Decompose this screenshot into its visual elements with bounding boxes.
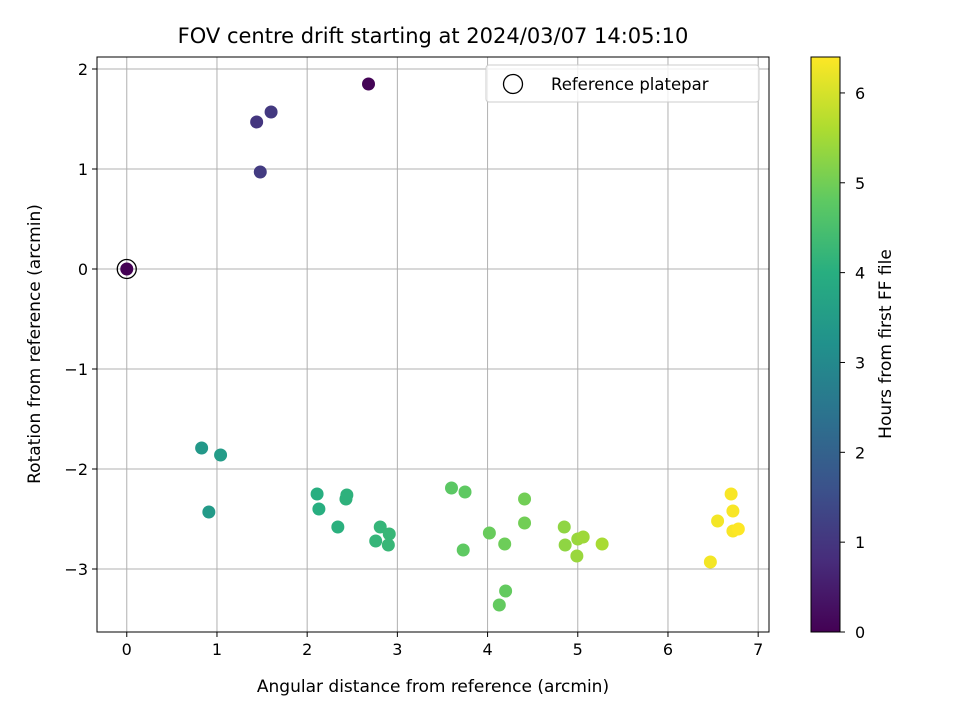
colorbar-tick-label: 2 [855, 443, 865, 462]
colorbar-ticks: 0 1 2 3 4 5 6 [840, 84, 865, 642]
x-tick-label: 1 [212, 640, 222, 659]
x-tick-label: 5 [573, 640, 583, 659]
scatter-point [492, 598, 506, 612]
scatter-point [214, 448, 228, 462]
colorbar-label: Hours from first FF file [876, 249, 896, 439]
y-axis-ticks: −3 −2 −1 0 1 2 [64, 60, 97, 579]
scatter-point [711, 514, 725, 528]
scatter-point [703, 555, 717, 569]
scatter-point [726, 504, 740, 518]
scatter-point [331, 520, 345, 534]
y-axis-label: Rotation from reference (arcmin) [25, 204, 45, 484]
x-tick-label: 2 [302, 640, 312, 659]
scatter-point [264, 105, 278, 119]
scatter-point [195, 441, 209, 455]
x-tick-label: 3 [392, 640, 402, 659]
scatter-point [498, 537, 512, 551]
colorbar-tick-label: 6 [855, 84, 865, 103]
scatter-point [202, 505, 216, 519]
scatter-point [595, 537, 609, 551]
scatter-point [253, 165, 267, 179]
scatter-point [558, 538, 572, 552]
x-tick-label: 7 [753, 640, 763, 659]
y-tick-label: −3 [64, 560, 88, 579]
legend-marker-reference-platepar [502, 73, 524, 95]
x-tick-label: 4 [482, 640, 492, 659]
data-points [116, 77, 745, 612]
legend-label-reference-platepar: Reference platepar [551, 75, 709, 94]
y-tick-label: 2 [78, 60, 88, 79]
scatter-point [482, 526, 496, 540]
chart-title: FOV centre drift starting at 2024/03/07 … [178, 24, 689, 48]
scatter-point [576, 530, 590, 544]
scatter-point [499, 584, 513, 598]
scatter-point [557, 520, 571, 534]
x-axis-label: Angular distance from reference (arcmin) [257, 677, 609, 697]
colorbar-tick-label: 1 [855, 533, 865, 552]
scatter-point [381, 538, 395, 552]
y-tick-label: −2 [64, 460, 88, 479]
x-tick-label: 6 [663, 640, 673, 659]
colorbar-tick-label: 0 [855, 623, 865, 642]
scatter-point [382, 527, 396, 541]
scatter-point [369, 534, 383, 548]
plot-frame [96, 56, 770, 633]
scatter-point [250, 115, 264, 129]
scatter-point [120, 262, 134, 276]
colorbar-tick-label: 4 [855, 264, 865, 283]
scatter-point [518, 516, 532, 530]
colorbar-gradient [810, 56, 841, 633]
y-tick-label: −1 [64, 360, 88, 379]
scatter-point [456, 543, 470, 557]
y-tick-label: 0 [78, 260, 88, 279]
colorbar-tick-label: 3 [855, 353, 865, 372]
grid-lines [97, 57, 769, 632]
y-tick-label: 1 [78, 160, 88, 179]
scatter-point [310, 487, 324, 501]
reference-platepar-marker [116, 258, 137, 280]
scatter-point [444, 481, 458, 495]
scatter-point [731, 522, 745, 536]
colorbar-tick-label: 5 [855, 174, 865, 193]
scatter-point [362, 77, 376, 91]
scatter-point [458, 485, 472, 499]
scatter-point [373, 520, 387, 534]
colorbar: 0 1 2 3 4 5 6 Hours from first FF file [810, 56, 896, 642]
legend: Reference platepar [485, 64, 760, 103]
scatter-point [570, 549, 584, 563]
x-tick-label: 0 [122, 640, 132, 659]
scatter-point [339, 492, 353, 506]
x-axis-ticks: 0 1 2 3 4 5 6 7 [122, 632, 763, 659]
scatter-point [518, 492, 532, 506]
scatter-point [312, 502, 326, 516]
legend-box [485, 64, 760, 103]
scatter-point [724, 487, 738, 501]
